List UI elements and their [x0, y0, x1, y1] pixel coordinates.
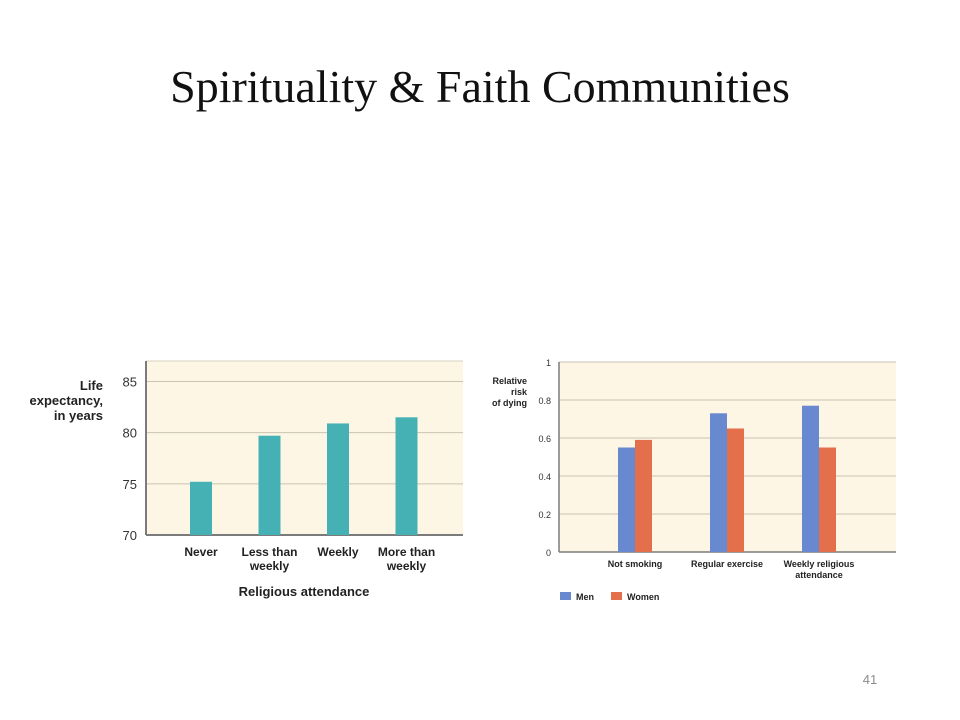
- bar: [190, 481, 212, 535]
- y-tick-label: 1: [546, 358, 551, 368]
- slide-title: Spirituality & Faith Communities: [170, 61, 790, 112]
- y-axis-label: risk: [511, 387, 528, 397]
- bar-men: [802, 405, 819, 552]
- x-tick-label: Not smoking: [608, 559, 663, 569]
- y-axis-label: Relative: [492, 376, 527, 386]
- x-tick-label: Never: [184, 545, 218, 559]
- x-tick-label: Weekly religious: [784, 559, 855, 569]
- bar-women: [819, 447, 836, 552]
- y-tick-label: 85: [123, 374, 137, 389]
- x-tick-label: Weekly: [317, 545, 358, 559]
- x-tick-label: weekly: [249, 559, 290, 573]
- y-tick-label: 0: [546, 548, 551, 558]
- y-axis-label: expectancy,: [30, 393, 103, 408]
- legend-label: Women: [627, 592, 659, 602]
- x-tick-label: weekly: [386, 559, 427, 573]
- x-axis-label: Religious attendance: [239, 584, 370, 599]
- bar: [395, 417, 418, 535]
- legend-label: Men: [576, 592, 594, 602]
- x-tick-label: attendance: [795, 570, 843, 580]
- bar-women: [727, 428, 744, 552]
- y-tick-label: 0.2: [538, 510, 551, 520]
- bar: [258, 435, 281, 535]
- legend-swatch: [560, 592, 571, 600]
- y-axis-label: in years: [54, 408, 103, 423]
- bar-men: [618, 447, 635, 552]
- bar-men: [710, 413, 727, 552]
- legend-swatch: [611, 592, 622, 600]
- y-tick-label: 0.6: [538, 434, 551, 444]
- y-axis-label: Life: [80, 378, 103, 393]
- y-tick-label: 0.8: [538, 396, 551, 406]
- x-tick-label: More than: [378, 545, 435, 559]
- x-tick-label: Less than: [241, 545, 297, 559]
- y-tick-label: 80: [123, 426, 137, 441]
- bar-women: [635, 439, 652, 552]
- x-tick-label: Regular exercise: [691, 559, 763, 569]
- bar: [327, 423, 349, 535]
- y-tick-label: 70: [123, 528, 137, 543]
- page-number: 41: [862, 672, 878, 687]
- y-axis-label: of dying: [492, 398, 527, 408]
- y-tick-label: 75: [123, 477, 137, 492]
- y-tick-label: 0.4: [538, 472, 551, 482]
